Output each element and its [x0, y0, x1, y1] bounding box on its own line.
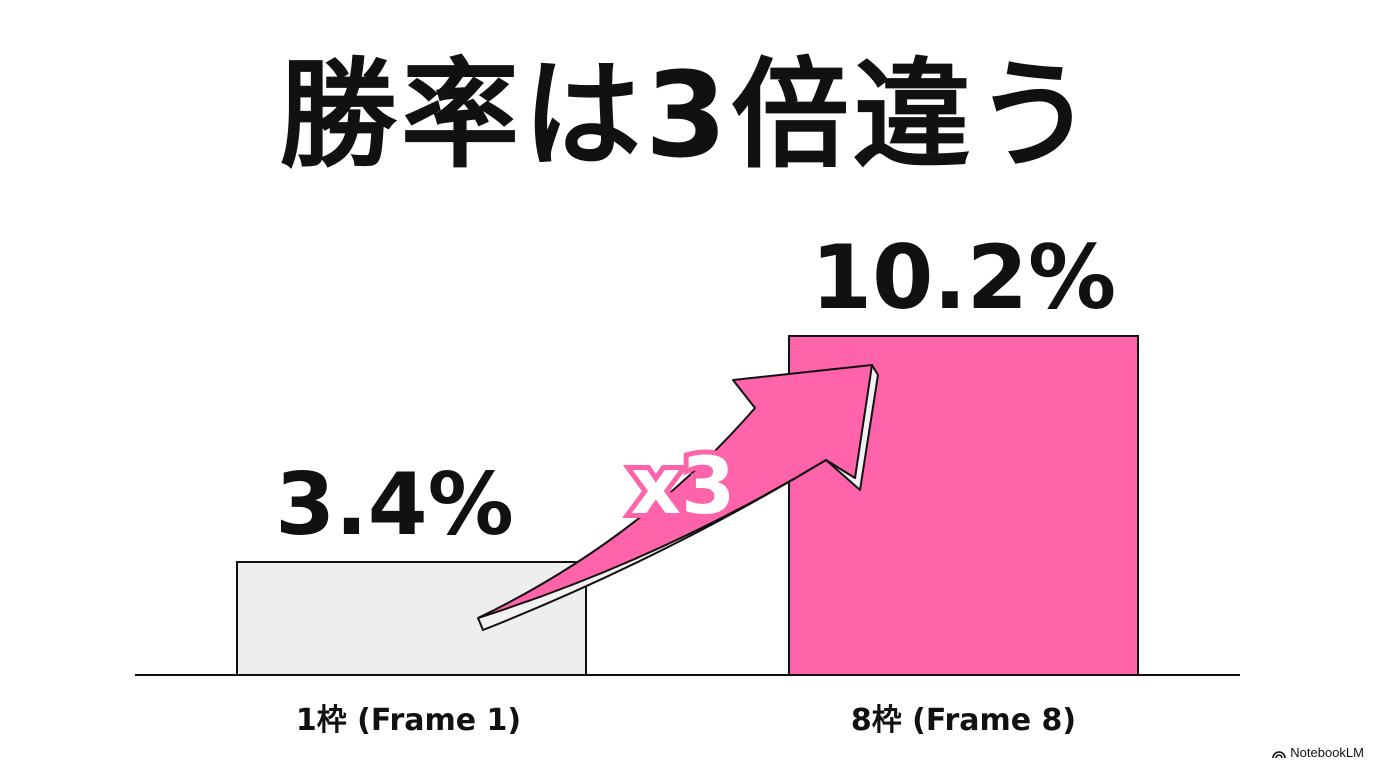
notebooklm-logo-icon — [1272, 750, 1287, 758]
value-label: 3.4% — [275, 455, 514, 555]
value-label: 10.2% — [811, 226, 1116, 329]
growth-arrow — [477, 364, 873, 619]
multiplier-annotation: x3 — [631, 442, 736, 532]
bar — [236, 561, 587, 676]
watermark-text: NotebookLM — [1290, 745, 1364, 760]
category-label: 8枠 (Frame 8) — [851, 703, 1076, 738]
category-label: 1枠 (Frame 1) — [296, 703, 521, 738]
chart-title: 勝率は3倍違う — [278, 46, 1098, 184]
watermark: NotebookLM — [1272, 745, 1364, 760]
